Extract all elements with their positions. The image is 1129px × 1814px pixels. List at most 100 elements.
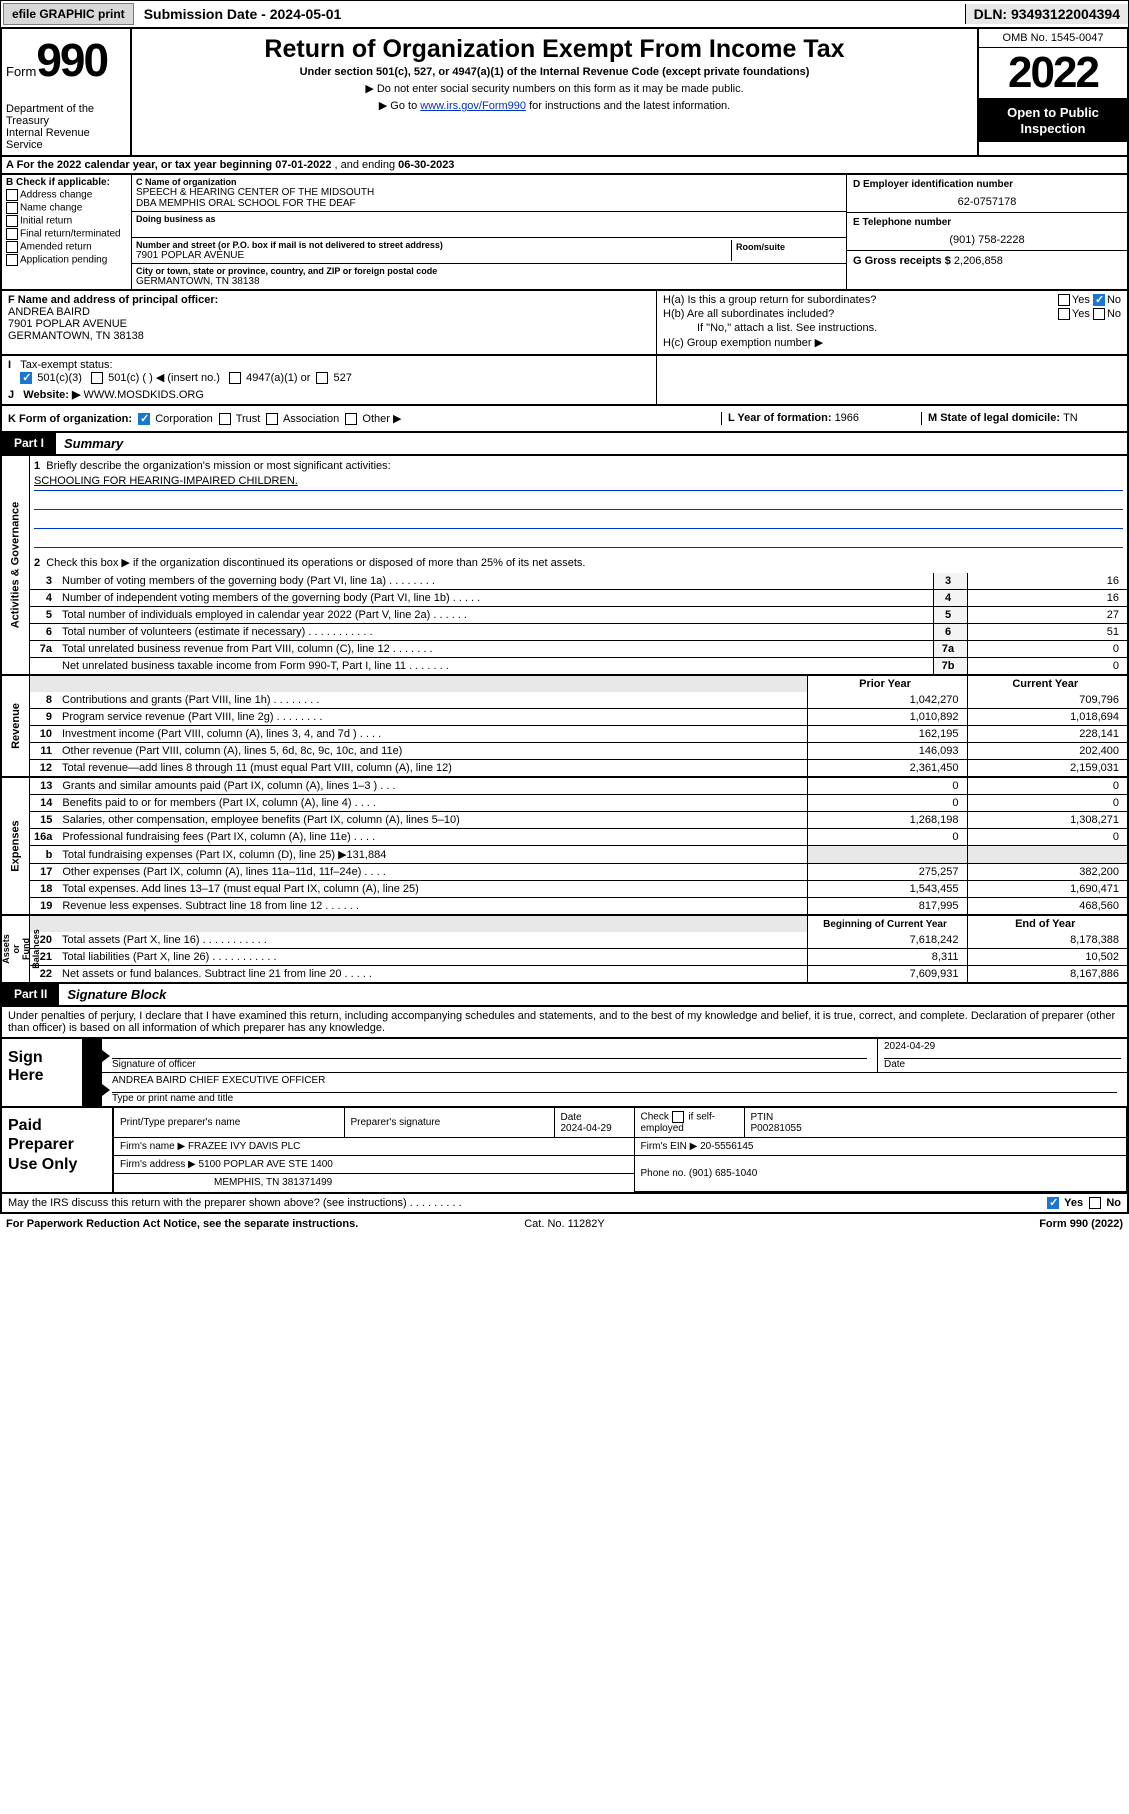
table-row: Net unrelated business taxable income fr… [30,658,1127,675]
row-num: b [30,846,58,864]
checkbox-icon[interactable] [672,1111,684,1123]
row-prior [807,846,967,864]
group-net-assets: Net Assets or Fund Balances Beginning of… [2,914,1127,982]
row-desc: Contributions and grants (Part VIII, lin… [58,692,807,709]
k-opt4: Other ▶ [362,413,401,425]
table-row: 22 Net assets or fund balances. Subtract… [30,966,1127,983]
c-addr: Number and street (or P.O. box if mail i… [136,240,732,261]
checkbox-icon[interactable] [138,413,150,425]
cell [58,676,807,692]
row-ref: 3 [933,573,967,590]
vlabel-governance: Activities & Governance [2,456,30,674]
chk-amended-return[interactable]: Amended return [6,241,127,253]
k-form-org: K Form of organization: Corporation Trus… [8,412,721,425]
col-c-org-info: C Name of organization SPEECH & HEARING … [132,175,847,289]
discuss-yes: Yes [1064,1197,1083,1209]
row-a-pre: A For the 2022 calendar year, or tax yea… [6,159,275,171]
prep-check-lbl: Check [641,1112,669,1123]
checkbox-icon[interactable] [1058,308,1070,320]
chk-label: Amended return [20,242,92,253]
row-num [30,658,58,675]
row-prior: 7,618,242 [807,932,967,949]
checkbox-icon[interactable] [20,372,32,384]
dln-value: 93493122004394 [1011,6,1120,22]
chk-label: Name change [20,203,82,214]
checkbox-icon[interactable] [1089,1197,1101,1209]
checkbox-icon[interactable] [1093,308,1105,320]
row-desc: Other expenses (Part IX, column (A), lin… [58,864,807,881]
row-curr: 0 [967,829,1127,846]
tax-year: 2022 [979,48,1127,99]
table-row: 12 Total revenue—add lines 8 through 11 … [30,760,1127,777]
row-a-tax-year: A For the 2022 calendar year, or tax yea… [0,157,1129,175]
h-a-yes: Yes [1072,294,1090,306]
checkbox-icon[interactable] [91,372,103,384]
b-header: B Check if applicable: [6,177,127,188]
table-row: 18 Total expenses. Add lines 13–17 (must… [30,881,1127,898]
i-label: Tax-exempt status: [20,359,112,371]
row-prior: 8,311 [807,949,967,966]
row-num: 15 [30,812,58,829]
table-row: 8 Contributions and grants (Part VIII, l… [30,692,1127,709]
net-table: Beginning of Current Year End of Year 20… [30,916,1127,982]
vlabel-text: Activities & Governance [10,502,22,629]
table-row: 7a Total unrelated business revenue from… [30,641,1127,658]
type-name-label: Type or print name and title [112,1093,1117,1104]
row-val: 16 [967,573,1127,590]
form-number: 990 [36,34,107,86]
dln: DLN: 93493122004394 [965,4,1128,24]
chk-name-change[interactable]: Name change [6,202,127,214]
row-desc: Total revenue—add lines 8 through 11 (mu… [58,760,807,777]
row-curr: 2,159,031 [967,760,1127,777]
efile-print-button[interactable]: efile GRAPHIC print [3,3,134,25]
l-year-formation: L Year of formation: 1966 [721,412,921,425]
k-label: K Form of organization: [8,413,132,425]
checkbox-icon[interactable] [1047,1197,1059,1209]
table-row: 6 Total number of volunteers (estimate i… [30,624,1127,641]
vlabel-revenue: Revenue [2,676,30,776]
c-name: SPEECH & HEARING CENTER OF THE MIDSOUTH … [136,187,842,209]
e-label: E Telephone number [853,217,1121,228]
chk-initial-return[interactable]: Initial return [6,215,127,227]
firm-name-cell: Firm's name ▶ FRAZEE IVY DAVIS PLC [114,1138,634,1156]
sig-date-cell: 2024-04-29 Date [877,1039,1127,1072]
checkbox-icon[interactable] [345,413,357,425]
checkbox-icon[interactable] [316,372,328,384]
irs-link[interactable]: www.irs.gov/Form990 [420,100,526,112]
prep-ptin-hdr: PTINP00281055 [744,1108,1127,1138]
row-a-end: 06-30-2023 [398,159,454,171]
h-a: H(a) Is this a group return for subordin… [663,294,1121,306]
table-row: 5 Total number of individuals employed i… [30,607,1127,624]
checkbox-icon [6,241,18,253]
d-value: 62-0757178 [853,196,1121,208]
row-curr: 0 [967,795,1127,812]
chk-application-pending[interactable]: Application pending [6,254,127,266]
chk-label: Final return/terminated [20,229,121,240]
discuss-row: May the IRS discuss this return with the… [0,1194,1129,1214]
prep-date-hdr: Date2024-04-29 [554,1108,634,1138]
row-prior: 162,195 [807,726,967,743]
checkbox-icon[interactable] [1093,294,1105,306]
chk-address-change[interactable]: Address change [6,189,127,201]
checkbox-icon[interactable] [229,372,241,384]
vlabel-text: Revenue [10,703,22,749]
checkbox-icon[interactable] [266,413,278,425]
row-val: 0 [967,641,1127,658]
checkbox-icon[interactable] [219,413,231,425]
prior-year-hdr: Prior Year [807,676,967,692]
d-label: D Employer identification number [853,179,1121,190]
chk-final-return[interactable]: Final return/terminated [6,228,127,240]
h-b-text: H(b) Are all subordinates included? [663,308,834,320]
table-row: 3 Number of voting members of the govern… [30,573,1127,590]
submission-date-label: Submission Date - [144,6,270,22]
mission-line [34,494,1123,510]
checkbox-icon[interactable] [1058,294,1070,306]
c-city-row: City or town, state or province, country… [132,264,846,289]
m-label: M State of legal domicile: [928,412,1063,424]
row-curr: 709,796 [967,692,1127,709]
q1-mission: 1 Briefly describe the organization's mi… [30,456,1127,552]
sig-officer: Signature of officer [102,1039,877,1072]
part-1-tag: Part I [2,433,56,454]
table-row: 14 Benefits paid to or for members (Part… [30,795,1127,812]
prep-addr-row: Firm's address ▶ 5100 POPLAR AVE STE 140… [114,1156,1127,1174]
